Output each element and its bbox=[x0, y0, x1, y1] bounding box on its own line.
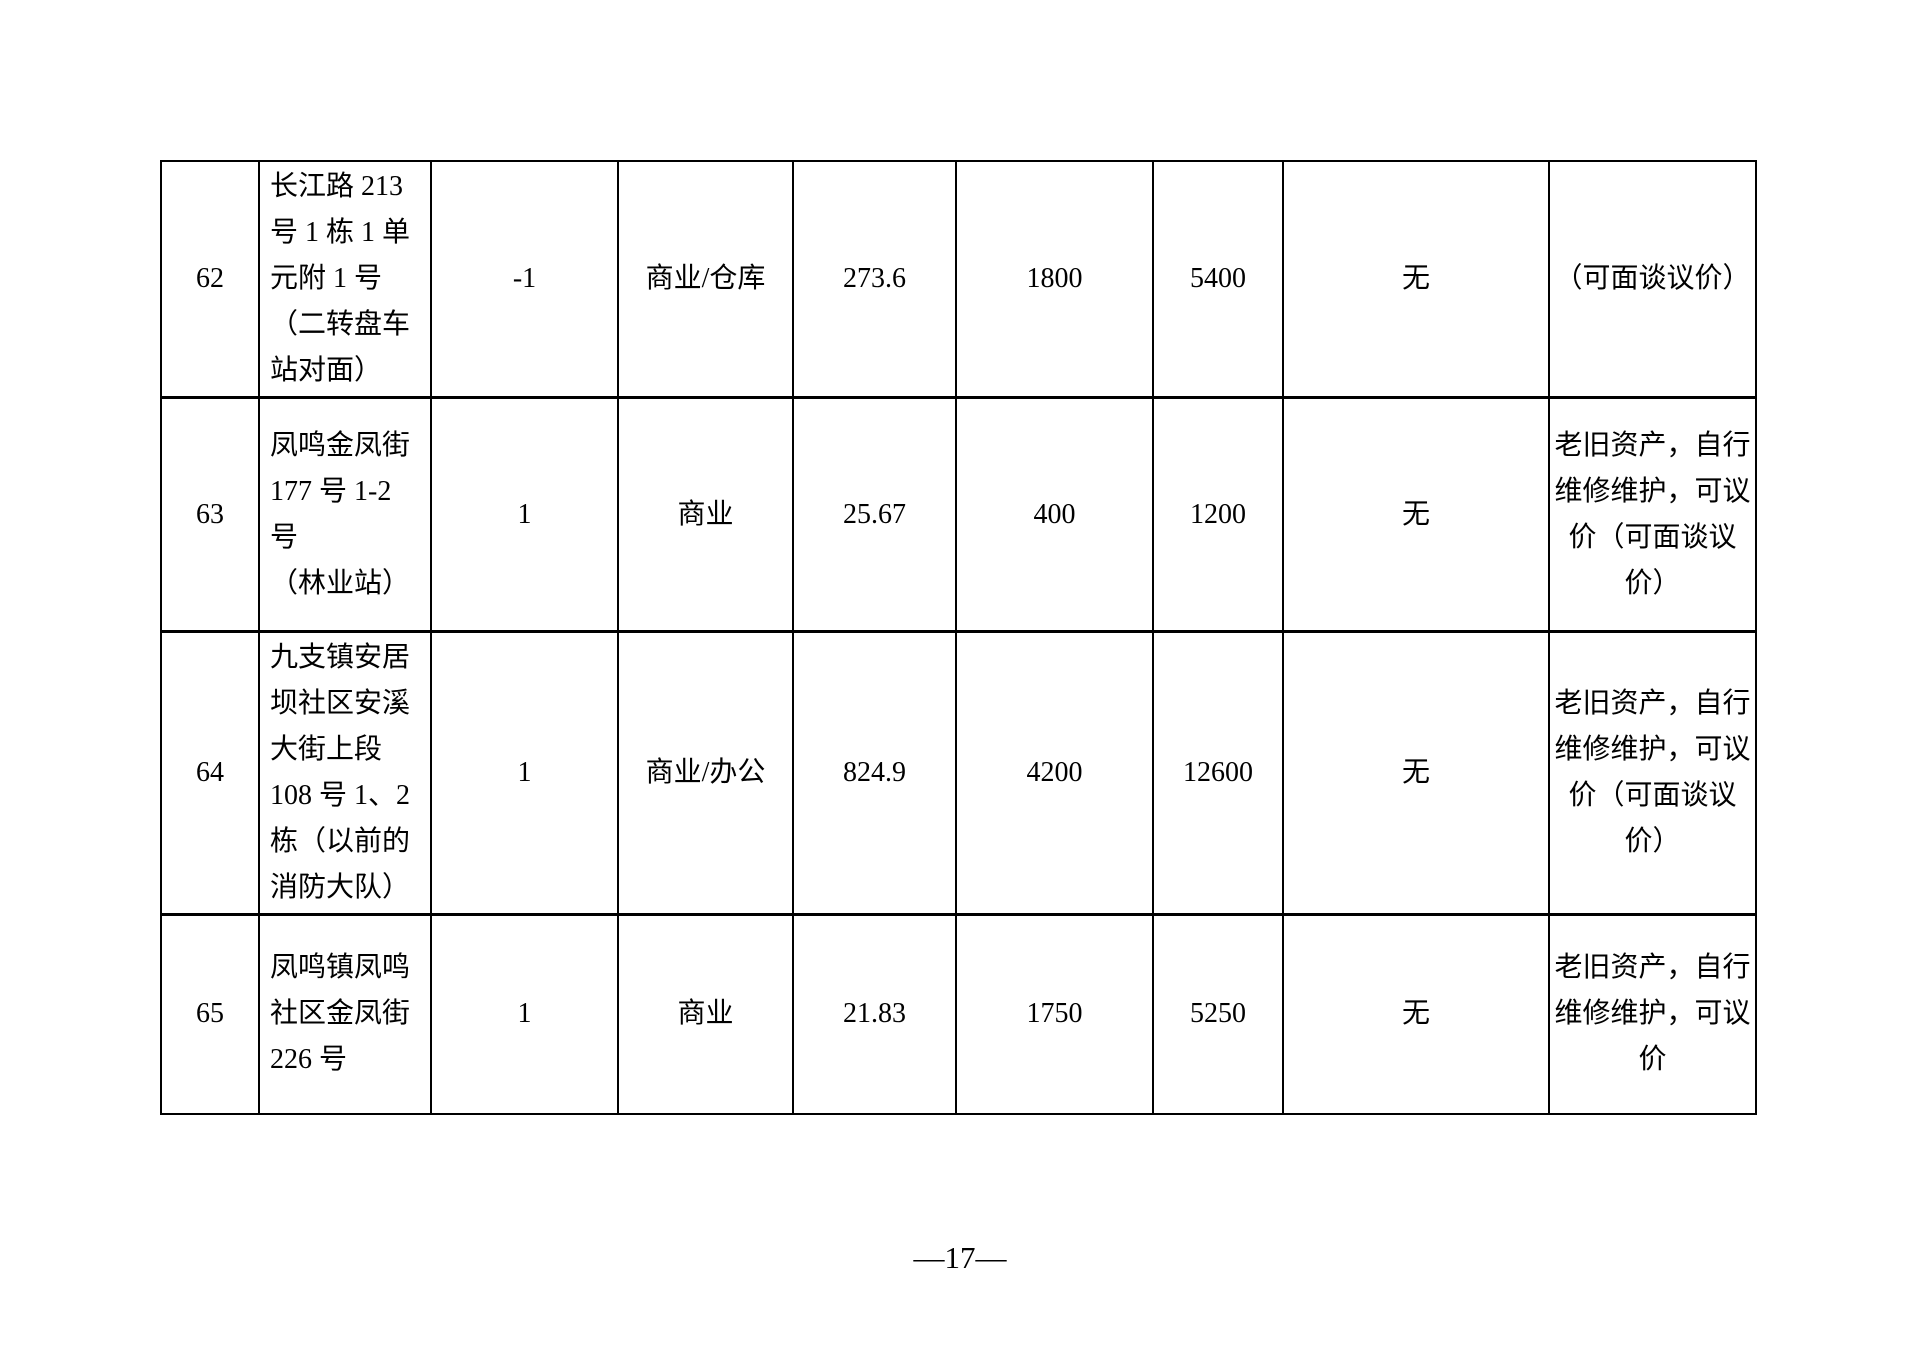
cell-address: 长江路 213 号 1 栋 1 单 元附 1 号 （二转盘车 站对面） bbox=[258, 160, 432, 399]
cell-status: 无 bbox=[1282, 913, 1550, 1115]
cell-address: 九支镇安居 坝社区安溪 大街上段 108 号 1、2 栋（以前的 消防大队） bbox=[258, 630, 432, 916]
cell-usage-type: 商业/办公 bbox=[617, 630, 794, 916]
cell-remark: 老旧资产，自行 维修维护，可议 价（可面谈议 价） bbox=[1548, 630, 1757, 916]
cell-price-1: 1750 bbox=[955, 913, 1154, 1115]
cell-seq: 65 bbox=[160, 913, 260, 1115]
asset-listing-table: 62 长江路 213 号 1 栋 1 单 元附 1 号 （二转盘车 站对面） -… bbox=[160, 160, 1757, 1115]
cell-address: 凤鸣金凤街 177 号 1-2 号 （林业站） bbox=[258, 396, 432, 633]
cell-area: 273.6 bbox=[792, 160, 957, 399]
cell-area: 824.9 bbox=[792, 630, 957, 916]
cell-status: 无 bbox=[1282, 630, 1550, 916]
cell-floor-level: 1 bbox=[430, 913, 619, 1115]
table-row: 63 凤鸣金凤街 177 号 1-2 号 （林业站） 1 商业 25.67 40… bbox=[160, 396, 1757, 633]
cell-area: 25.67 bbox=[792, 396, 957, 633]
cell-usage-type: 商业/仓库 bbox=[617, 160, 794, 399]
table-row: 62 长江路 213 号 1 栋 1 单 元附 1 号 （二转盘车 站对面） -… bbox=[160, 160, 1757, 399]
cell-usage-type: 商业 bbox=[617, 396, 794, 633]
cell-price-2: 5400 bbox=[1152, 160, 1284, 399]
cell-price-1: 1800 bbox=[955, 160, 1154, 399]
cell-seq: 64 bbox=[160, 630, 260, 916]
cell-price-1: 4200 bbox=[955, 630, 1154, 916]
cell-seq: 62 bbox=[160, 160, 260, 399]
cell-seq: 63 bbox=[160, 396, 260, 633]
cell-price-2: 5250 bbox=[1152, 913, 1284, 1115]
cell-price-1: 400 bbox=[955, 396, 1154, 633]
page-number: —17— bbox=[913, 1240, 1007, 1275]
cell-remark: 老旧资产，自行 维修维护，可议 价 bbox=[1548, 913, 1757, 1115]
cell-price-2: 1200 bbox=[1152, 396, 1284, 633]
cell-floor-level: 1 bbox=[430, 630, 619, 916]
table-row: 64 九支镇安居 坝社区安溪 大街上段 108 号 1、2 栋（以前的 消防大队… bbox=[160, 630, 1757, 916]
cell-status: 无 bbox=[1282, 160, 1550, 399]
cell-floor-level: -1 bbox=[430, 160, 619, 399]
table-row: 65 凤鸣镇凤鸣 社区金凤街 226 号 1 商业 21.83 1750 525… bbox=[160, 913, 1757, 1115]
cell-remark: （可面谈议价） bbox=[1548, 160, 1757, 399]
cell-area: 21.83 bbox=[792, 913, 957, 1115]
cell-address: 凤鸣镇凤鸣 社区金凤街 226 号 bbox=[258, 913, 432, 1115]
cell-floor-level: 1 bbox=[430, 396, 619, 633]
cell-status: 无 bbox=[1282, 396, 1550, 633]
cell-remark: 老旧资产，自行 维修维护，可议 价（可面谈议 价） bbox=[1548, 396, 1757, 633]
cell-price-2: 12600 bbox=[1152, 630, 1284, 916]
cell-usage-type: 商业 bbox=[617, 913, 794, 1115]
